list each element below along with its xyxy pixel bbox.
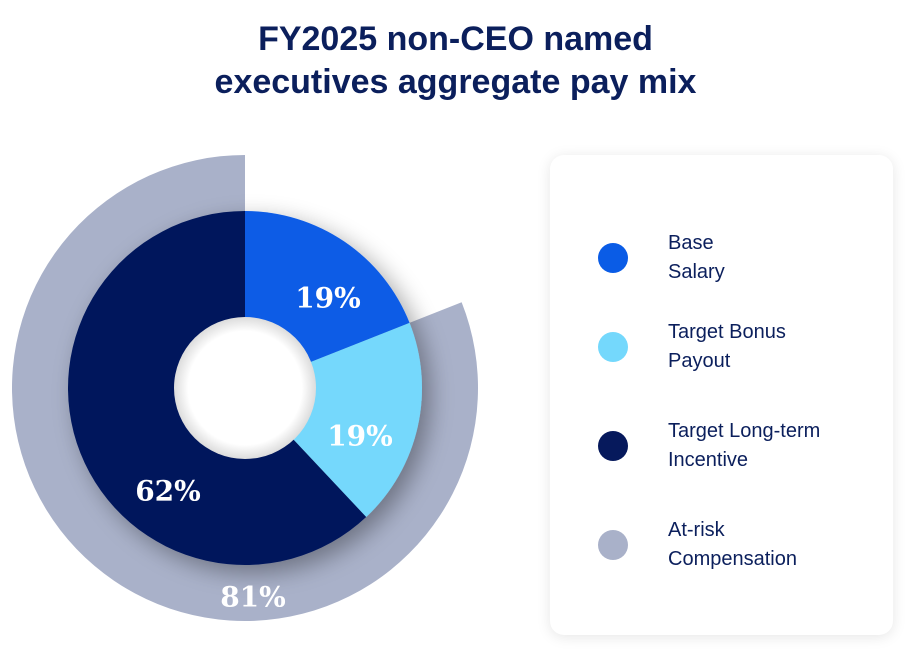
legend-item-base-salary: Base Salary (598, 229, 868, 287)
legend: Base Salary Target Bonus Payout Target Lon… (550, 155, 893, 635)
legend-swatch-icon (598, 530, 628, 560)
donut-hole (174, 317, 316, 459)
legend-swatch-icon (598, 332, 628, 362)
legend-swatch-icon (598, 431, 628, 461)
legend-item-at-risk: At-risk Compensation (598, 516, 868, 574)
legend-label: Payout (668, 350, 731, 372)
chart-title-line-2: executives aggregate pay mix (214, 63, 697, 101)
legend-label: Target Bonus (668, 321, 786, 343)
inner-slice-label: 62% (135, 475, 201, 508)
legend-label: Salary (668, 261, 725, 283)
chart-title: FY2025 non-CEO named executives aggregat… (0, 18, 911, 104)
inner-slice-label: 19% (295, 282, 361, 315)
legend-label: Target Long-term (668, 420, 821, 442)
legend-item-target-bonus: Target Bonus Payout (598, 318, 868, 376)
inner-slice-label: 19% (327, 420, 393, 453)
legend-label: At-risk (668, 519, 725, 541)
legend-label: Compensation (668, 548, 797, 570)
legend-item-long-term-incentive: Target Long-term Incentive (598, 417, 868, 475)
chart-title-line-1: FY2025 non-CEO named (258, 20, 653, 58)
legend-swatch-icon (598, 243, 628, 273)
legend-label: Base (668, 232, 714, 254)
outer-slice-label: 81% (220, 581, 286, 614)
legend-label: Incentive (668, 449, 749, 471)
